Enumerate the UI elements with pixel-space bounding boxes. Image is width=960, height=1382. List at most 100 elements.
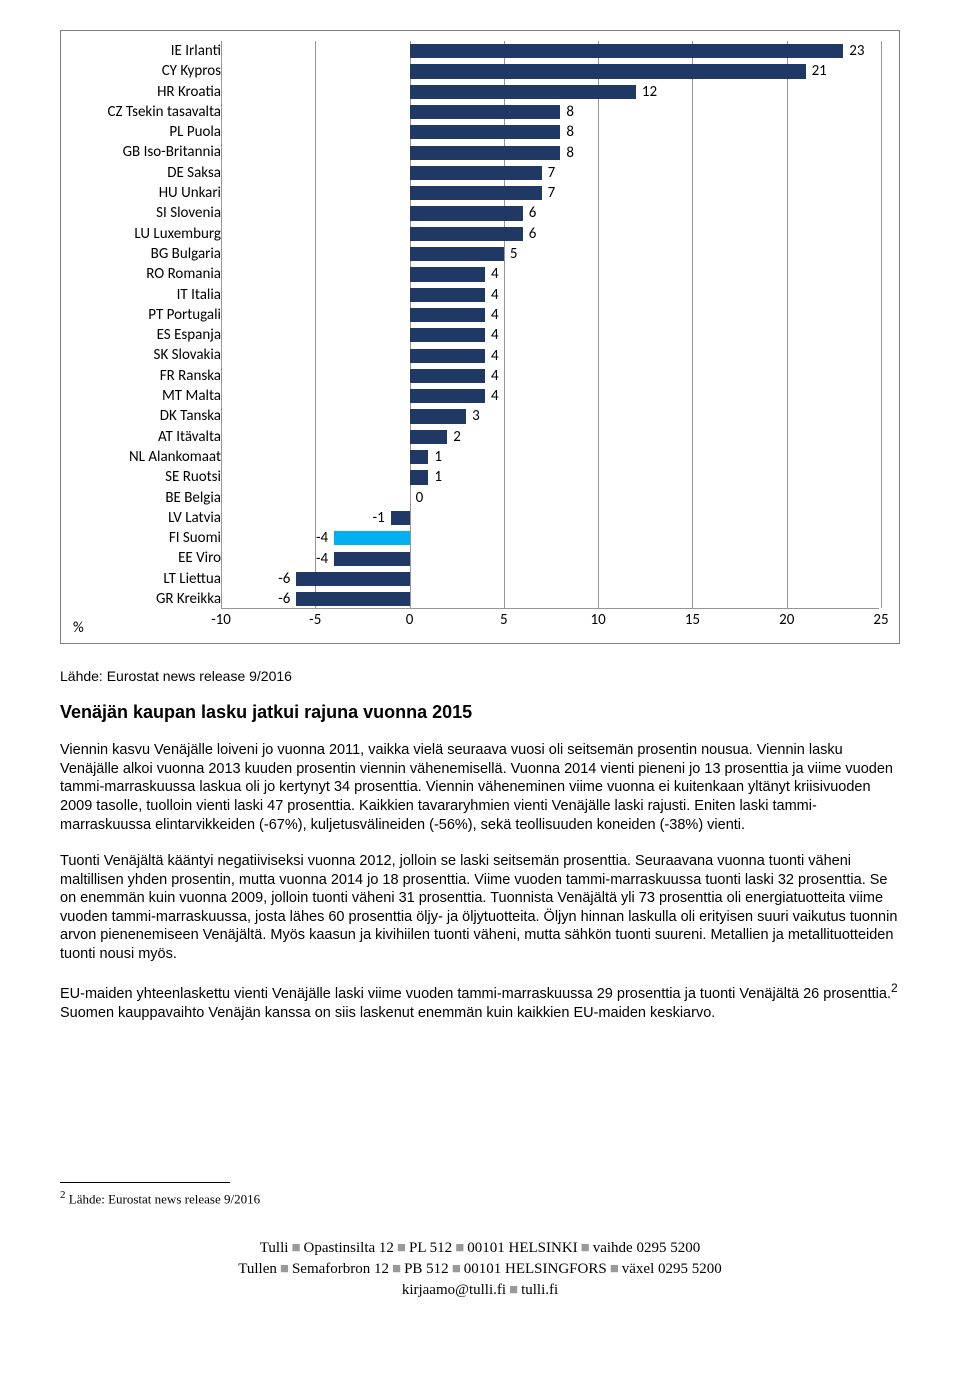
chart-bar-row: 7 bbox=[221, 163, 879, 183]
chart-row-label: FR Ranska bbox=[160, 366, 221, 386]
paragraph-3: EU-maiden yhteenlaskettu vienti Venäjäll… bbox=[60, 981, 900, 1022]
chart-bar-row: 4 bbox=[221, 285, 879, 305]
chart-bar-value: 5 bbox=[510, 244, 518, 264]
chart-row-label: FI Suomi bbox=[169, 528, 221, 548]
chart-bar bbox=[410, 288, 485, 302]
chart-bar-row: 2 bbox=[221, 427, 879, 447]
footer-phone-fi: vaihde 0295 5200 bbox=[593, 1240, 700, 1256]
chart-bar-row: 4 bbox=[221, 386, 879, 406]
chart-bar-row: 12 bbox=[221, 82, 879, 102]
chart-bar bbox=[410, 349, 485, 363]
footer-web: tulli.fi bbox=[521, 1282, 558, 1298]
chart-row-label: HR Kroatia bbox=[157, 82, 221, 102]
chart-bar bbox=[410, 267, 485, 281]
dot-icon: ■ bbox=[389, 1261, 404, 1277]
chart-bar-value: -4 bbox=[316, 549, 328, 569]
chart-bar-row: -6 bbox=[221, 569, 879, 589]
chart-row-label: EE Viro bbox=[178, 548, 221, 568]
percent-label: % bbox=[73, 619, 84, 637]
para3-footnote-ref: 2 bbox=[891, 981, 898, 995]
chart-bar-row: -4 bbox=[221, 528, 879, 548]
footnote: 2 Lähde: Eurostat news release 9/2016 bbox=[60, 1189, 900, 1207]
chart-bar-row: 23 bbox=[221, 41, 879, 61]
chart-bar bbox=[410, 430, 448, 444]
xaxis-tick: 15 bbox=[685, 611, 700, 629]
chart-bar-row: 8 bbox=[221, 143, 879, 163]
chart-bar bbox=[296, 572, 409, 586]
chart-bar bbox=[410, 186, 542, 200]
chart-bar bbox=[410, 247, 504, 261]
chart-bar-row: 4 bbox=[221, 346, 879, 366]
page-footer: Tulli■Opastinsilta 12■PL 512■00101 HELSI… bbox=[60, 1238, 900, 1301]
chart-bar bbox=[410, 146, 561, 160]
xaxis-tick: 0 bbox=[406, 611, 414, 629]
footer-pobox-fi: PL 512 bbox=[409, 1240, 452, 1256]
dot-icon: ■ bbox=[394, 1240, 409, 1256]
chart-bar-value: 3 bbox=[472, 406, 480, 426]
dot-icon: ■ bbox=[607, 1261, 622, 1277]
chart-bar-value: 4 bbox=[491, 386, 499, 406]
chart-bar-value: 8 bbox=[566, 102, 574, 122]
chart-bar-value: 8 bbox=[566, 143, 574, 163]
chart-row-label: DK Tanska bbox=[160, 406, 221, 426]
chart-bar-value: 4 bbox=[491, 346, 499, 366]
chart-bar bbox=[410, 450, 429, 464]
para3-post: Suomen kauppavaihto Venäjän kanssa on si… bbox=[60, 1005, 715, 1021]
chart-bar bbox=[410, 166, 542, 180]
chart-row-label: CY Kypros bbox=[162, 61, 221, 81]
chart-bar-value: -4 bbox=[316, 528, 328, 548]
para3-pre: EU-maiden yhteenlaskettu vienti Venäjäll… bbox=[60, 986, 891, 1002]
chart-row-label: RO Romania bbox=[146, 264, 221, 284]
chart-bar-row: 3 bbox=[221, 406, 879, 426]
paragraph-1: Viennin kasvu Venäjälle loiveni jo vuonn… bbox=[60, 741, 900, 834]
chart-bar-value: -6 bbox=[278, 589, 290, 609]
chart-bar-row: 1 bbox=[221, 467, 879, 487]
footer-org-fi: Tulli bbox=[260, 1240, 289, 1256]
dot-icon: ■ bbox=[452, 1240, 467, 1256]
chart-bar-value: 8 bbox=[566, 122, 574, 142]
chart-bar bbox=[410, 369, 485, 383]
dot-icon: ■ bbox=[506, 1282, 521, 1298]
chart-bar-row: 5 bbox=[221, 244, 879, 264]
footer-city-sv: 00101 HELSINGFORS bbox=[464, 1261, 607, 1277]
paragraph-2: Tuonti Venäjältä kääntyi negatiiviseksi … bbox=[60, 852, 900, 963]
chart-bar-value: 4 bbox=[491, 305, 499, 325]
chart-bar-value: 4 bbox=[491, 285, 499, 305]
footer-email: kirjaamo@tulli.fi bbox=[402, 1282, 506, 1298]
footer-pobox-sv: PB 512 bbox=[404, 1261, 449, 1277]
footer-phone-sv: växel 0295 5200 bbox=[622, 1261, 722, 1277]
chart-bar-row: -6 bbox=[221, 589, 879, 609]
chart-bar-row: -4 bbox=[221, 549, 879, 569]
chart-row-label: MT Malta bbox=[162, 386, 221, 406]
gridline bbox=[881, 41, 882, 608]
xaxis-tick: -5 bbox=[309, 611, 321, 629]
chart-bar bbox=[410, 328, 485, 342]
xaxis-tick: 5 bbox=[500, 611, 508, 629]
chart-bar bbox=[410, 409, 467, 423]
chart-bar bbox=[410, 470, 429, 484]
chart-bar-value: 6 bbox=[529, 203, 537, 223]
chart-bar bbox=[410, 44, 844, 58]
chart-bar-row: 6 bbox=[221, 203, 879, 223]
chart-bar-row: 21 bbox=[221, 61, 879, 81]
footer-addr-fi: Opastinsilta 12 bbox=[304, 1240, 394, 1256]
chart-bar-row: 4 bbox=[221, 325, 879, 345]
chart-row-label: LU Luxemburg bbox=[134, 224, 221, 244]
footnote-separator bbox=[60, 1182, 230, 1183]
chart-bar-value: 4 bbox=[491, 366, 499, 386]
chart-bar bbox=[296, 592, 409, 606]
dot-icon: ■ bbox=[449, 1261, 464, 1277]
footer-org-sv: Tullen bbox=[238, 1261, 277, 1277]
chart-source-line: Lähde: Eurostat news release 9/2016 bbox=[60, 668, 900, 684]
xaxis-tick: 10 bbox=[591, 611, 606, 629]
chart-bar-value: 6 bbox=[529, 224, 537, 244]
chart-bar-value: 1 bbox=[434, 467, 442, 487]
chart-bar-row: 4 bbox=[221, 305, 879, 325]
dot-icon: ■ bbox=[277, 1261, 292, 1277]
chart-row-label: HU Unkari bbox=[159, 183, 221, 203]
footer-city-fi: 00101 HELSINKI bbox=[467, 1240, 577, 1256]
chart-row-label: IT Italia bbox=[177, 285, 221, 305]
chart-bar-value: 12 bbox=[642, 82, 657, 102]
chart-bar-row: 7 bbox=[221, 183, 879, 203]
section-heading: Venäjän kaupan lasku jatkui rajuna vuonn… bbox=[60, 702, 900, 723]
